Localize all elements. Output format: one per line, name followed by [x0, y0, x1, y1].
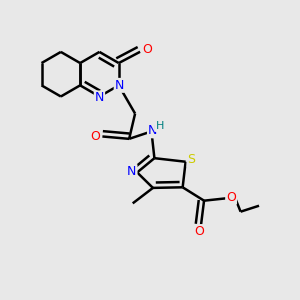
Text: O: O	[226, 190, 236, 204]
Text: O: O	[142, 43, 152, 56]
Text: S: S	[188, 154, 196, 166]
Text: O: O	[194, 225, 204, 238]
Text: H: H	[156, 121, 164, 131]
Text: N: N	[127, 165, 136, 178]
Text: N: N	[115, 79, 124, 92]
Text: N: N	[95, 92, 104, 104]
Text: O: O	[90, 130, 100, 143]
Text: N: N	[148, 124, 157, 137]
